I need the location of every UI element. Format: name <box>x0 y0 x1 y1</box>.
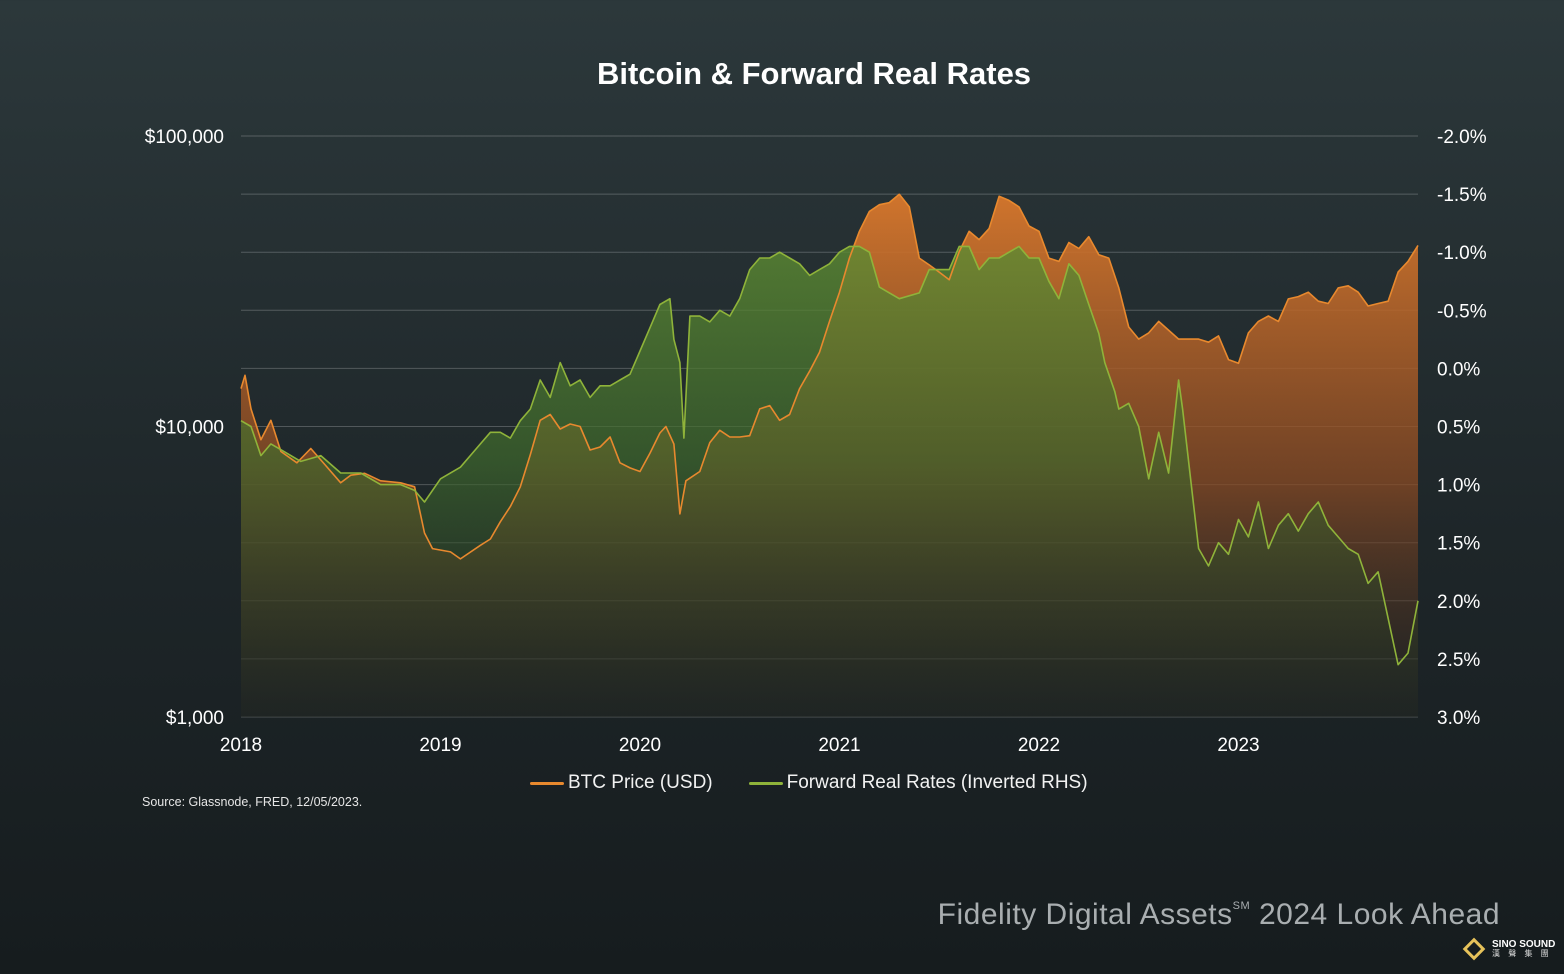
legend-label-rates: Forward Real Rates (Inverted RHS) <box>786 772 1088 793</box>
forward-real-rates-line <box>240 245 1419 666</box>
btc-price-line <box>240 193 1419 560</box>
right-axis-tick-label: -2.0% <box>1437 127 1487 148</box>
series-areas <box>241 194 1418 718</box>
service-mark: SM <box>1232 900 1251 912</box>
x-axis-tick-label: 2022 <box>1018 735 1060 756</box>
right-axis-tick-label: -1.0% <box>1437 243 1487 264</box>
footer-brand: Fidelity Digital AssetsSM 2024 Look Ahea… <box>938 898 1500 932</box>
axis-labels: -2.0% -1.5% -1.0% -0.5% 0.0% 0.5% 1.0% 1.5% 2.0%… <box>145 127 1487 756</box>
right-axis-tick-label: 2.0% <box>1437 592 1480 613</box>
chart-plot: -2.0% -1.5% -1.0% -0.5% 0.0% 0.5% 1.0% 1.5% 2.0%… <box>145 127 1487 756</box>
left-axis-tick-label: $1,000 <box>166 708 224 729</box>
source-note: Source: Glassnode, FRED, 12/05/2023. <box>142 795 363 809</box>
x-axis-tick-label: 2021 <box>818 735 860 756</box>
x-axis-tick-label: 2019 <box>419 735 461 756</box>
chart-legend: BTC Price (USD) Forward Real Rates (Inve… <box>530 772 1124 794</box>
right-axis-tick-label: 1.5% <box>1437 534 1480 555</box>
right-axis-tick-label: 0.5% <box>1437 418 1480 439</box>
series-lines <box>240 193 1419 666</box>
diamond-logo-icon <box>1462 937 1486 961</box>
watermark-subtitle: 漢 聲 集 團 <box>1492 949 1552 958</box>
right-axis-tick-label: 3.0% <box>1437 708 1480 729</box>
footer-brand-suffix: 2024 Look Ahead <box>1250 898 1500 931</box>
right-axis-tick-label: -0.5% <box>1437 301 1487 322</box>
x-axis-tick-label: 2018 <box>220 735 262 756</box>
watermark-name: SINO SOUND <box>1492 939 1556 950</box>
left-axis-tick-label: $10,000 <box>155 418 224 439</box>
left-axis-tick-label: $100,000 <box>145 127 224 148</box>
legend-item-btc: BTC Price (USD) <box>530 772 713 794</box>
legend-swatch-rates <box>748 781 783 785</box>
right-axis-tick-label: 0.0% <box>1437 359 1480 380</box>
right-axis-tick-label: 2.5% <box>1437 650 1480 671</box>
footer-brand-prefix: Fidelity Digital Assets <box>937 898 1233 931</box>
rates-area-fill <box>241 246 1418 717</box>
right-axis-tick-label: -1.5% <box>1437 185 1487 206</box>
watermark-logo: SINO SOUND 漢 聲 集 團 <box>1462 937 1555 961</box>
x-axis-tick-label: 2023 <box>1217 735 1259 756</box>
chart-title: Bitcoin & Forward Real Rates <box>596 56 1032 91</box>
x-axis-tick-label: 2020 <box>619 735 661 756</box>
legend-swatch-btc <box>530 781 564 785</box>
watermark-text: SINO SOUND 漢 聲 集 團 <box>1492 940 1555 958</box>
legend-label-btc: BTC Price (USD) <box>568 772 713 793</box>
right-axis-tick-label: 1.0% <box>1437 476 1480 497</box>
legend-item-rates: Forward Real Rates (Inverted RHS) <box>748 772 1088 794</box>
